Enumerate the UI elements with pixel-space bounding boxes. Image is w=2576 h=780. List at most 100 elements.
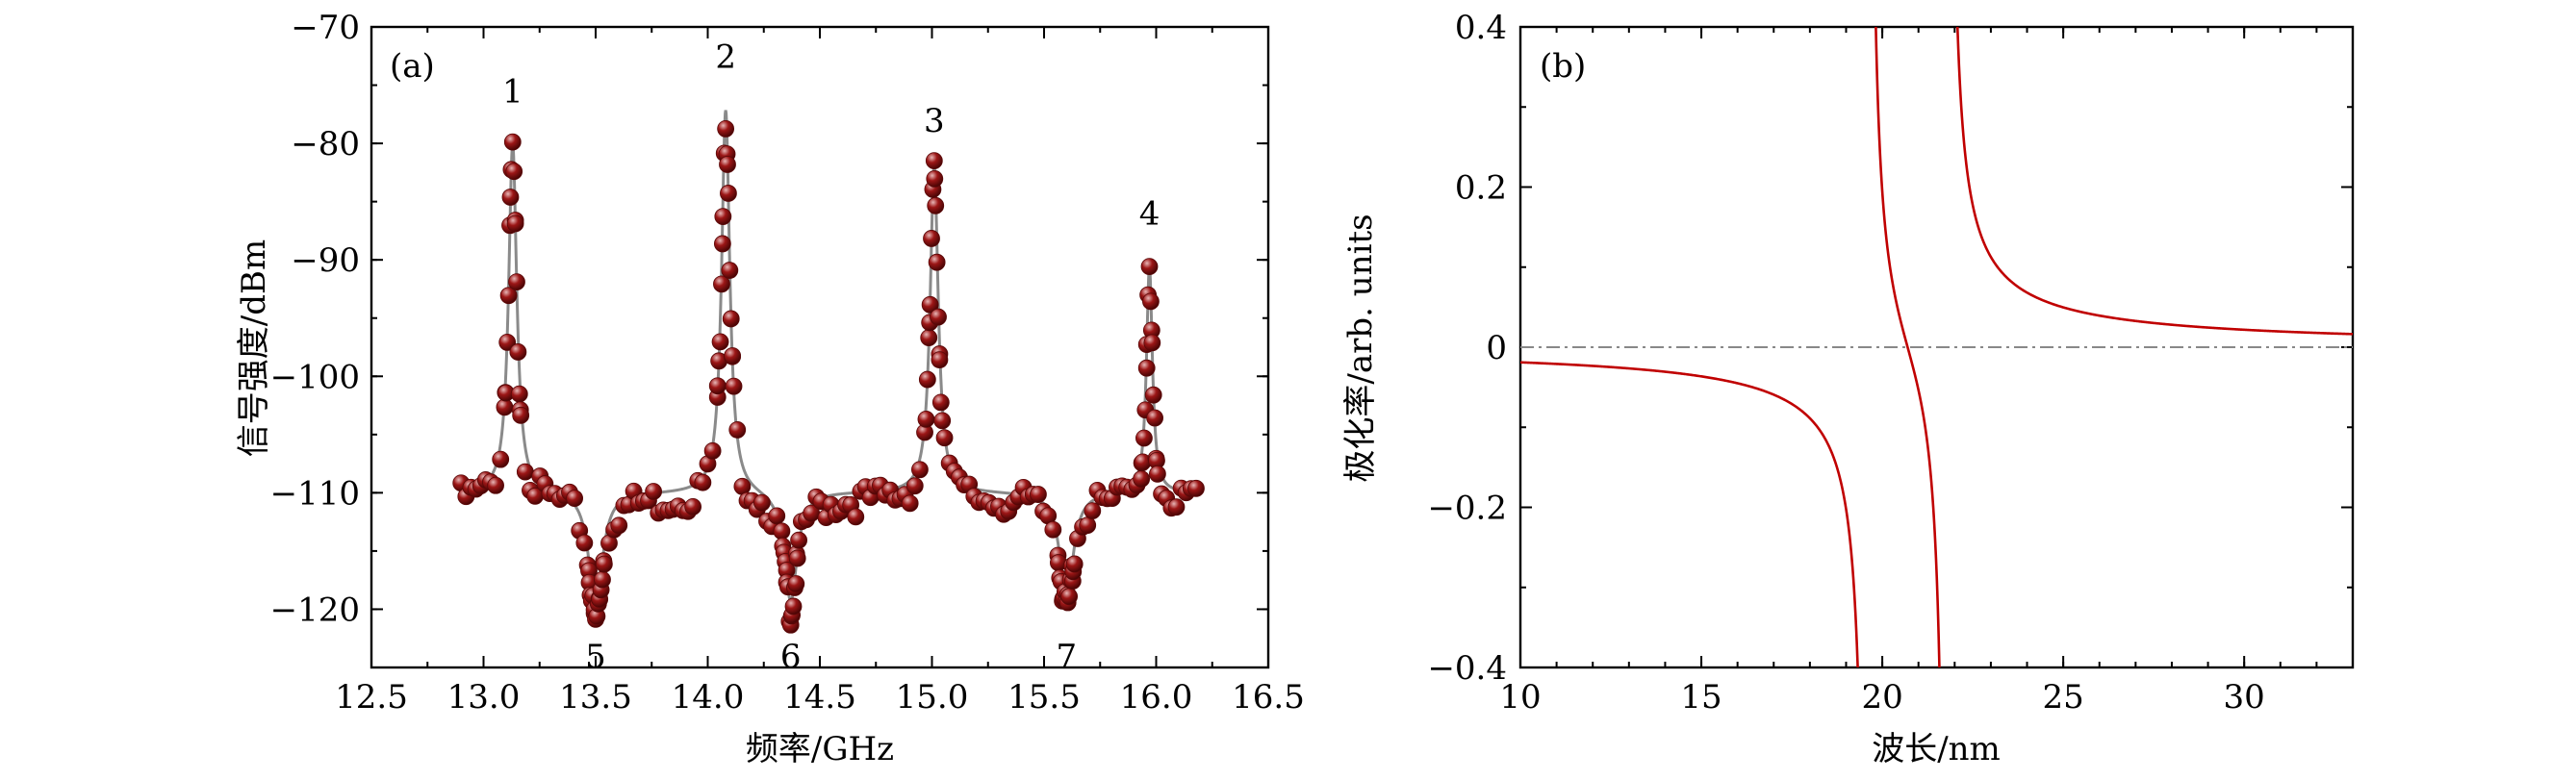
panel-a-data-point [931,351,949,369]
panel-a-data-point [1140,258,1159,276]
panel-b-curve-middle-branch [1875,27,1941,667]
panel-a-peak-label: 4 [1139,195,1160,234]
panel-a-data-point [684,497,702,516]
panel-b-y-ticks: −0.4 −0.2 0 0.2 0.4 [1427,9,2353,688]
panel-a-x-tick-label: 16.5 [1232,678,1305,717]
panel-a-data-point [1030,486,1047,503]
panel-a-y-tick-label: −90 [291,241,360,280]
panel-a-data-point [921,295,939,314]
panel-b-x-tick-label: 20 [1861,678,1902,717]
panel-a-y-tick-label: −80 [291,125,360,164]
panel-b-y-tick-label: 0 [1486,329,1507,367]
panel-a-data-point [926,170,944,188]
panel-b-x-tick-label: 30 [2224,678,2265,717]
panel-a-data-point [496,398,514,416]
panel-a-data-point [725,377,743,395]
panel-a-data-point [788,549,806,567]
panel-a-data-point [773,522,791,541]
panel-a-data-point [492,450,510,468]
panel-a-data-point [503,133,522,151]
panel-a-data-point [711,333,729,351]
panel-a-data-point [516,463,534,481]
panel-a-data-point [575,534,594,552]
panel-a-data-point [594,570,611,589]
panel-a-data-point [930,308,947,326]
panel-a-ylabel: 信号强度/dBm [235,239,273,457]
panel-a-x-tick-label: 16.0 [1120,678,1193,717]
panel-a-data-point [1044,520,1062,539]
panel-a-data-point [595,555,613,573]
panel-a-data-point [768,507,786,525]
panel-a-data-point [1144,386,1162,404]
panel-a-data-point [933,412,952,430]
panel-a-data-point [790,531,807,549]
panel-a-data-point [703,441,722,460]
panel-a-label: (a) [390,47,435,86]
panel-a-data-point [928,253,946,271]
panel-a-data-point [1187,479,1205,497]
panel-a-data-point [1133,470,1151,488]
panel-b-y-tick-label: 0.2 [1455,169,1507,208]
panel-a-x-tick-label: 14.5 [783,678,856,717]
panel-a-data-point [1137,359,1156,377]
panel-a-x-tick-label: 15.0 [896,678,969,717]
panel-a-data-point [722,310,740,328]
panel-a-data-point [720,185,737,202]
panel-a-data-point [719,156,736,173]
panel-a-data-point [911,461,929,479]
panel-a-peak-label: 5 [585,638,606,676]
panel-a-x-tick-label: 13.5 [559,678,632,717]
panel-a-data-point [714,208,732,226]
panel-a-data-point [1167,498,1186,516]
panel-a-xlabel: 频率/GHz [746,730,894,768]
panel-a-data-point [1146,409,1163,427]
panel-a-data-point [499,287,518,305]
panel-a-y-ticks: −120 −110 −100 −90 −80 −70 [270,9,1268,668]
panel-b-y-tick-label: −0.2 [1427,490,1507,528]
panel-b-label: (b) [1540,47,1586,86]
panel-a-data-point [901,494,919,513]
panel-a-x-tick-label: 12.5 [335,678,408,717]
panel-b-xlabel: 波长/nm [1872,730,2001,768]
panel-a-data-point [501,189,520,206]
panel-a-peak-labels: 1 2 3 4 5 6 7 [502,38,1160,676]
panel-a-data-point [787,575,805,592]
panel-a-data-point [905,477,924,495]
panel-a-data-point [487,476,504,494]
panel-a-data-point [508,273,525,291]
panel-a-data-points [452,119,1205,634]
panel-a-data-point [925,152,943,170]
panel-a-peak-label: 1 [502,73,523,112]
panel-b-x-tick-label: 15 [1680,678,1722,717]
panel-a-data-point [1079,516,1097,534]
panel-a-data-point [1060,588,1078,606]
panel-a-data-point [721,262,739,279]
panel-b: 10 15 20 25 30 −0.4 −0.2 0 0.2 0.4 (b) 波长/nm 极化率… [1341,9,2355,768]
panel-a-y-tick-label: −110 [270,474,360,513]
panel-a-data-point [694,473,712,491]
panel-a-data-point [717,119,735,138]
panel-a-data-point [1149,465,1166,483]
panel-a-data-point [728,421,747,439]
panel-a-peak-label: 3 [924,102,945,140]
panel-a-data-point [920,329,938,347]
panel-a-data-point [566,490,583,507]
panel-a-data-point [610,516,628,535]
panel-a-data-point [917,410,935,428]
panel-a-data-point [724,347,742,365]
panel-a-peak-label: 2 [715,38,736,76]
panel-b-curve-left-branch [1520,361,1859,667]
panel-a-data-point [784,597,803,616]
panel-a-data-point [1135,429,1153,447]
panel-a: 12.5 13.0 13.5 14.0 14.5 15.0 15.5 16.0 16.5 −12… [235,9,1305,768]
panel-a-fit-line [461,110,1201,616]
panel-a-data-point [645,483,663,500]
panel-a-y-tick-label: −120 [270,591,360,629]
panel-b-curve-right-branch [1955,27,2353,336]
panel-a-data-point [927,196,945,214]
panel-a-data-point [509,343,527,361]
panel-a-x-tick-label: 15.5 [1007,678,1081,717]
panel-a-data-point [1065,555,1084,573]
panel-b-x-ticks: 10 15 20 25 30 [1499,27,2354,717]
